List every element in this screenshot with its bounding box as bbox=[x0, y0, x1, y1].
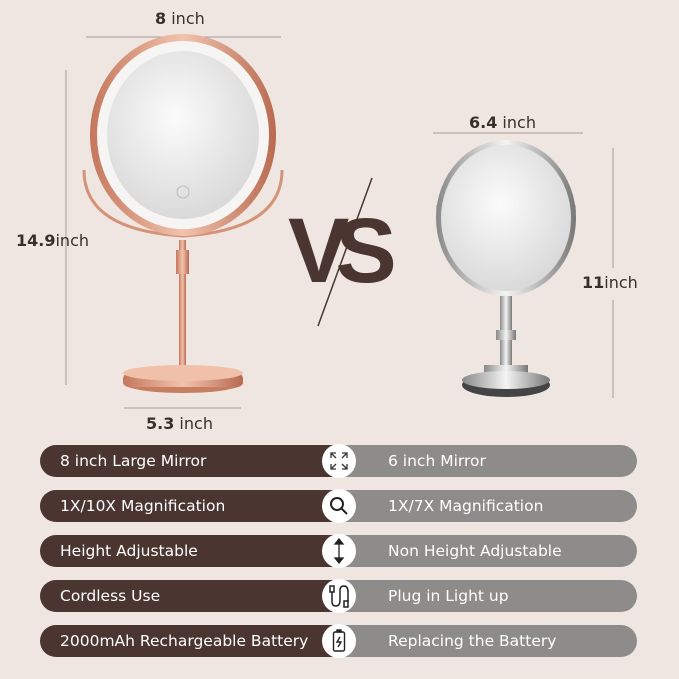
rose-gold-mirror bbox=[82, 34, 284, 393]
product-illustration bbox=[65, 34, 614, 409]
right-width-label: 6.4 inch bbox=[469, 113, 536, 132]
feature-ours: 8 inch Large Mirror bbox=[40, 445, 338, 477]
usb-cable-icon bbox=[322, 579, 356, 613]
feature-ours: Cordless Use bbox=[40, 580, 338, 612]
comparison-row: Height Adjustable Non Height Adjustable bbox=[40, 535, 637, 567]
feature-ours: 1X/10X Magnification bbox=[40, 490, 338, 522]
comparison-row: 8 inch Large Mirror 6 inch Mirror bbox=[40, 445, 637, 477]
feature-ours: Height Adjustable bbox=[40, 535, 338, 567]
left-width-label: 8 inch bbox=[155, 9, 205, 28]
silver-mirror bbox=[436, 140, 576, 397]
touch-button-icon bbox=[176, 185, 190, 199]
feature-other: Plug in Light up bbox=[338, 580, 637, 612]
feature-ours: 2000mAh Rechargeable Battery bbox=[40, 625, 338, 657]
right-height-label: 11inch bbox=[582, 273, 638, 292]
battery-icon bbox=[322, 624, 356, 658]
comparison-row: Cordless Use Plug in Light up bbox=[40, 580, 637, 612]
comparison-row: 1X/10X Magnification 1X/7X Magnification bbox=[40, 490, 637, 522]
left-base-label: 5.3 inch bbox=[146, 414, 213, 433]
comparison-row: 2000mAh Rechargeable Battery Replacing th… bbox=[40, 625, 637, 657]
vs-slash bbox=[317, 177, 373, 327]
vertical-arrow-icon bbox=[322, 534, 356, 568]
left-height-label: 14.9inch bbox=[16, 231, 90, 250]
feature-other: Non Height Adjustable bbox=[338, 535, 637, 567]
feature-other: 1X/7X Magnification bbox=[338, 490, 637, 522]
expand-arrows-icon bbox=[322, 444, 356, 478]
vs-label: VS bbox=[288, 200, 397, 302]
magnifier-icon bbox=[322, 489, 356, 523]
feature-other: 6 inch Mirror bbox=[338, 445, 637, 477]
feature-other: Replacing the Battery bbox=[338, 625, 637, 657]
